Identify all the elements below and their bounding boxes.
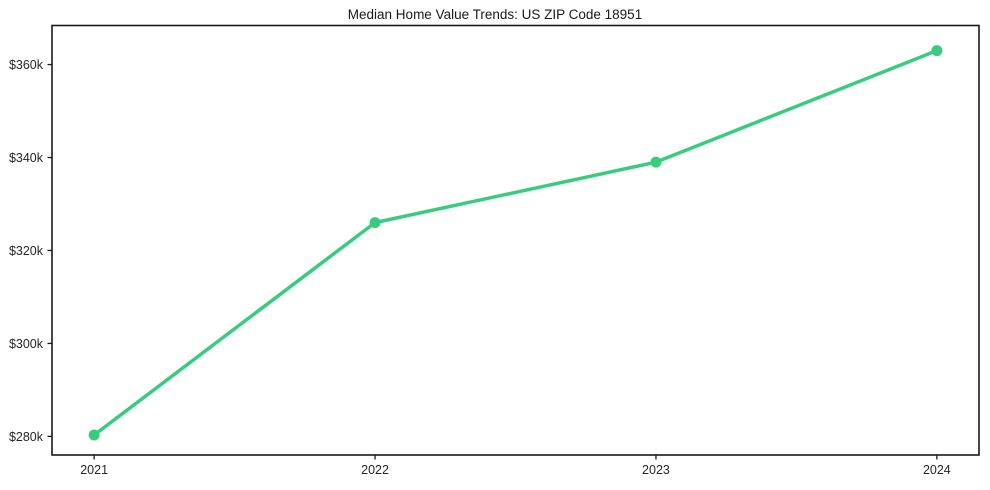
plot-border — [51, 24, 980, 456]
x-axis: 2021 2022 2023 2024 — [80, 455, 951, 477]
data-point-marker — [650, 156, 662, 168]
y-axis: $280k $300k $320k $340k $360k — [9, 58, 52, 444]
x-tick-label: 2021 — [80, 463, 108, 477]
y-tick-label: $360k — [9, 58, 44, 72]
y-tick-label: $340k — [9, 151, 44, 165]
x-tick-label: 2022 — [361, 463, 389, 477]
y-tick-label: $280k — [9, 430, 44, 444]
axes-spines — [51, 24, 980, 456]
data-point-marker — [369, 217, 381, 229]
trend-line — [92, 48, 939, 437]
x-tick-label: 2024 — [923, 463, 951, 477]
x-tick-label: 2023 — [642, 463, 670, 477]
line-series — [88, 45, 943, 441]
data-point-marker — [931, 45, 943, 57]
y-tick-label: $320k — [9, 244, 44, 258]
y-tick-label: $300k — [9, 337, 44, 351]
chart-title: Median Home Value Trends: US ZIP Code 18… — [347, 7, 643, 22]
data-point-marker — [88, 429, 100, 441]
